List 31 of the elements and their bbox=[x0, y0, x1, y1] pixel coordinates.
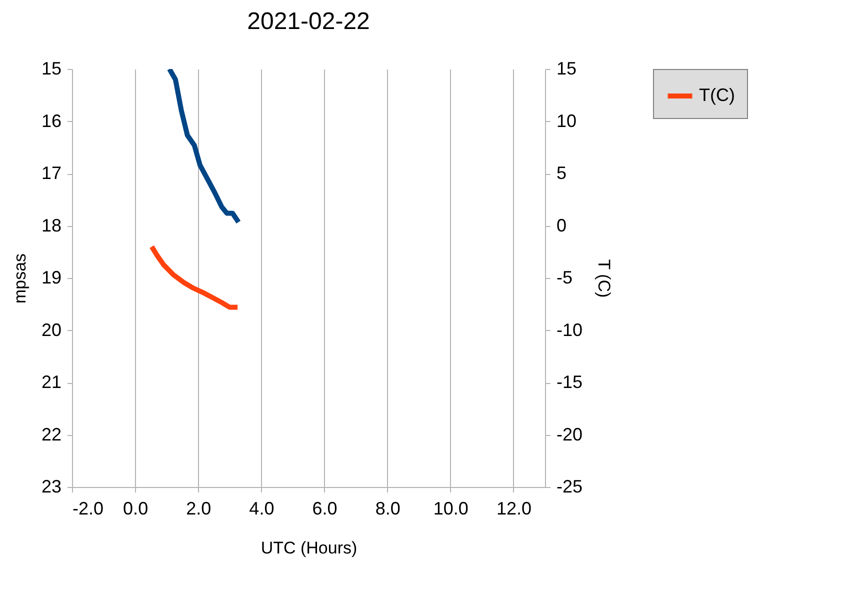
y-tick-label: 20 bbox=[41, 320, 62, 340]
x-tick-label: 10.0 bbox=[433, 498, 468, 518]
y-tick-label: 22 bbox=[41, 424, 62, 444]
x-tick-label: 8.0 bbox=[375, 498, 400, 518]
y2-tick-label: -20 bbox=[556, 424, 583, 444]
y2-axis-title: T (C) bbox=[594, 259, 614, 298]
y-axis-title: mpsas bbox=[10, 253, 30, 304]
y-tick-label: 15 bbox=[41, 58, 62, 78]
legend-label: T(C) bbox=[699, 85, 735, 105]
x-tick-label: 6.0 bbox=[312, 498, 338, 518]
y2-tick-label: 0 bbox=[556, 215, 567, 236]
y-tick-label: 21 bbox=[41, 372, 62, 392]
x-tick-label: 12.0 bbox=[496, 498, 532, 518]
y2-tick-label: 10 bbox=[556, 110, 577, 131]
y-tick-label: 19 bbox=[41, 268, 62, 288]
y-tick-label: 16 bbox=[41, 110, 62, 131]
y2-tick-label: -5 bbox=[556, 268, 573, 288]
y-tick-label: 18 bbox=[41, 215, 62, 236]
y2-tick-label: -10 bbox=[556, 320, 583, 340]
y2-tick-label: -15 bbox=[556, 372, 583, 392]
x-tick-label: 4.0 bbox=[249, 498, 274, 518]
chart-title: 2021-02-22 bbox=[247, 8, 370, 35]
x-tick-label: 2.0 bbox=[186, 498, 212, 518]
x-axis-title: UTC (Hours) bbox=[260, 538, 358, 558]
y-tick-label: 17 bbox=[41, 163, 62, 183]
y2-tick-label: 15 bbox=[556, 58, 577, 78]
x-tick-label: 0.0 bbox=[123, 498, 148, 518]
y2-tick-label: 5 bbox=[556, 163, 567, 183]
x-tick-label: -2.0 bbox=[72, 498, 104, 518]
y-tick-label: 23 bbox=[41, 476, 62, 496]
y2-tick-label: -25 bbox=[556, 476, 583, 496]
